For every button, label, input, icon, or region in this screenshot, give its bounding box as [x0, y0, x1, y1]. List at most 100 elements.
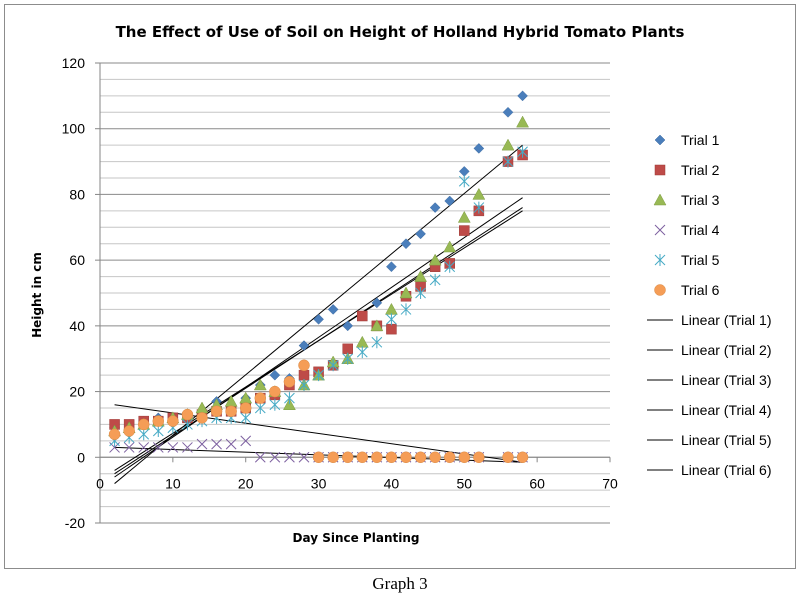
data-point: [371, 297, 383, 309]
data-point: [342, 320, 354, 332]
data-point: [225, 438, 237, 450]
data-point: [458, 175, 470, 188]
data-point: [342, 352, 354, 365]
data-point: [414, 270, 427, 282]
data-point: [516, 115, 529, 128]
data-point: [443, 451, 456, 464]
legend-item: Linear (Trial 4): [647, 402, 772, 418]
legend-label: Linear (Trial 4): [681, 402, 772, 418]
legend-marker: [654, 224, 666, 236]
data-point: [502, 451, 514, 464]
legend-label: Linear (Trial 6): [681, 462, 772, 478]
data-point: [415, 287, 426, 299]
data-point: [210, 405, 223, 418]
x-tick-label: 10: [165, 475, 181, 491]
data-point: [152, 415, 165, 427]
tick-labels: 0 10 20 30 40 50 60 70 -20 0 20 40 60 80 100 120: [62, 55, 618, 531]
data-point: [298, 340, 310, 351]
data-point: [225, 405, 237, 418]
data-point: [357, 310, 368, 322]
series-6: [108, 359, 529, 464]
data-point: [516, 451, 529, 464]
data-point: [254, 392, 267, 404]
y-tick-label: 60: [69, 252, 85, 268]
legend-label: Trial 4: [681, 222, 720, 238]
data-point: [386, 261, 397, 273]
x-tick-label: 50: [456, 475, 472, 491]
data-point: [472, 187, 486, 200]
y-tick-label: 20: [69, 384, 85, 400]
data-point: [517, 90, 528, 102]
data-point: [138, 442, 150, 453]
data-point: [400, 238, 412, 250]
legend-item: Trial 3: [653, 192, 720, 208]
legend-marker: [654, 284, 666, 296]
data-point: [444, 195, 456, 207]
data-point: [414, 451, 427, 464]
data-point: [283, 375, 296, 388]
legend-label: Trial 1: [681, 132, 720, 148]
data-point: [167, 442, 179, 453]
data-point: [458, 166, 470, 177]
legend-label: Trial 3: [681, 192, 720, 208]
legend-item: Linear (Trial 1): [647, 312, 772, 328]
legend-item: Trial 4: [654, 222, 720, 238]
y-axis-label: Height in cm: [30, 252, 44, 338]
y-tick-label: 40: [69, 318, 85, 334]
data-point: [240, 435, 252, 447]
data-point: [240, 411, 252, 424]
data-point: [211, 438, 222, 450]
data-point: [341, 451, 354, 464]
x-tick-label: 70: [602, 475, 618, 491]
data-point: [356, 346, 368, 359]
legend-label: Linear (Trial 2): [681, 342, 772, 358]
data-point: [501, 138, 515, 151]
data-point: [327, 304, 339, 315]
chart: The Effect of Use of Soil on Height of H…: [30, 23, 772, 545]
data-point: [400, 303, 412, 316]
legend-label: Linear (Trial 1): [681, 312, 772, 328]
legend-item: Linear (Trial 6): [647, 462, 772, 478]
data-point: [182, 418, 193, 431]
data-point: [152, 425, 164, 437]
data-point: [473, 451, 485, 464]
data-point: [400, 451, 412, 464]
x-tick-label: 30: [311, 475, 327, 491]
data-point: [182, 442, 193, 453]
data-point: [298, 359, 310, 372]
data-point: [371, 451, 383, 464]
legend-label: Linear (Trial 5): [681, 432, 772, 448]
legend-marker: [654, 134, 666, 146]
data-point: [502, 106, 514, 118]
legend-label: Linear (Trial 3): [681, 372, 772, 388]
data-point: [371, 336, 383, 349]
data-point: [313, 313, 324, 325]
y-tick-label: 120: [62, 55, 86, 71]
legend-label: Trial 6: [681, 282, 720, 298]
legend-item: Trial 5: [654, 252, 720, 268]
legend-item: Linear (Trial 3): [647, 372, 772, 388]
data-point: [284, 392, 295, 405]
legend-label: Trial 2: [681, 162, 720, 178]
legend-item: Linear (Trial 2): [647, 342, 772, 358]
data-point: [137, 418, 150, 431]
data-point: [284, 451, 295, 463]
data-point: [502, 155, 514, 168]
data-point: [312, 451, 325, 464]
data-point: [428, 253, 442, 266]
data-point: [298, 379, 310, 391]
legend-item: Trial 6: [654, 282, 720, 298]
data-point: [444, 260, 456, 273]
data-point: [181, 408, 194, 421]
data-point: [254, 451, 266, 463]
series-5: [109, 145, 528, 447]
data-point: [370, 319, 384, 332]
data-point: [269, 385, 281, 398]
data-point: [458, 451, 471, 464]
data-point: [457, 210, 471, 223]
figure-caption: Graph 3: [372, 574, 428, 593]
data-point: [196, 438, 208, 450]
data-point: [386, 323, 397, 335]
x-tick-label: 60: [529, 475, 545, 491]
x-tick-label: 0: [96, 475, 104, 491]
